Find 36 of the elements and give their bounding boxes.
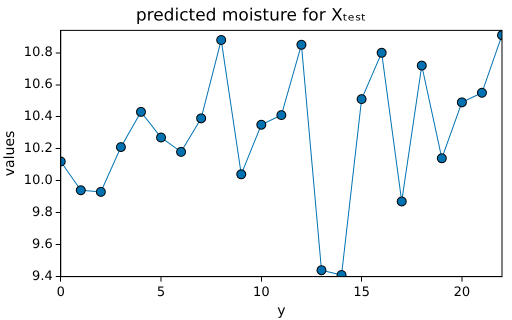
y-tick-label: 9.8	[32, 205, 53, 220]
x-tick-label: 5	[156, 284, 166, 300]
point	[196, 113, 206, 124]
y-tick-label: 9.6	[32, 237, 53, 252]
y-tick-label: 10.4	[24, 109, 53, 124]
x-tick-label: 0	[56, 284, 65, 300]
y-tick-label: 10.6	[24, 77, 53, 92]
point	[436, 153, 447, 164]
point	[396, 196, 407, 206]
x-tick-label: 20	[454, 284, 470, 300]
point	[416, 60, 427, 71]
point	[96, 186, 106, 197]
point	[236, 169, 246, 180]
point	[356, 94, 367, 104]
point	[76, 185, 86, 196]
y-tick-label: 9.4	[32, 268, 53, 284]
point	[116, 142, 126, 152]
point	[376, 48, 387, 58]
x-tick-label: 15	[353, 284, 370, 300]
y-tick-label: 10.0	[24, 173, 53, 188]
point	[476, 88, 487, 98]
y-axis-title: values	[2, 130, 18, 176]
y-tick-label: 10.2	[24, 141, 53, 156]
point	[176, 146, 186, 157]
x-tick-label: 10	[253, 284, 270, 300]
point	[296, 40, 306, 50]
point	[216, 34, 226, 45]
point	[316, 265, 326, 276]
point	[256, 120, 266, 130]
point	[156, 132, 166, 143]
point	[136, 106, 146, 117]
point	[276, 110, 286, 120]
chart-title: predicted moisture for Xₜₑₛₜ	[136, 6, 366, 26]
x-axis-title: y	[277, 303, 286, 320]
point	[456, 97, 467, 108]
y-tick-label: 10.8	[24, 45, 53, 60]
